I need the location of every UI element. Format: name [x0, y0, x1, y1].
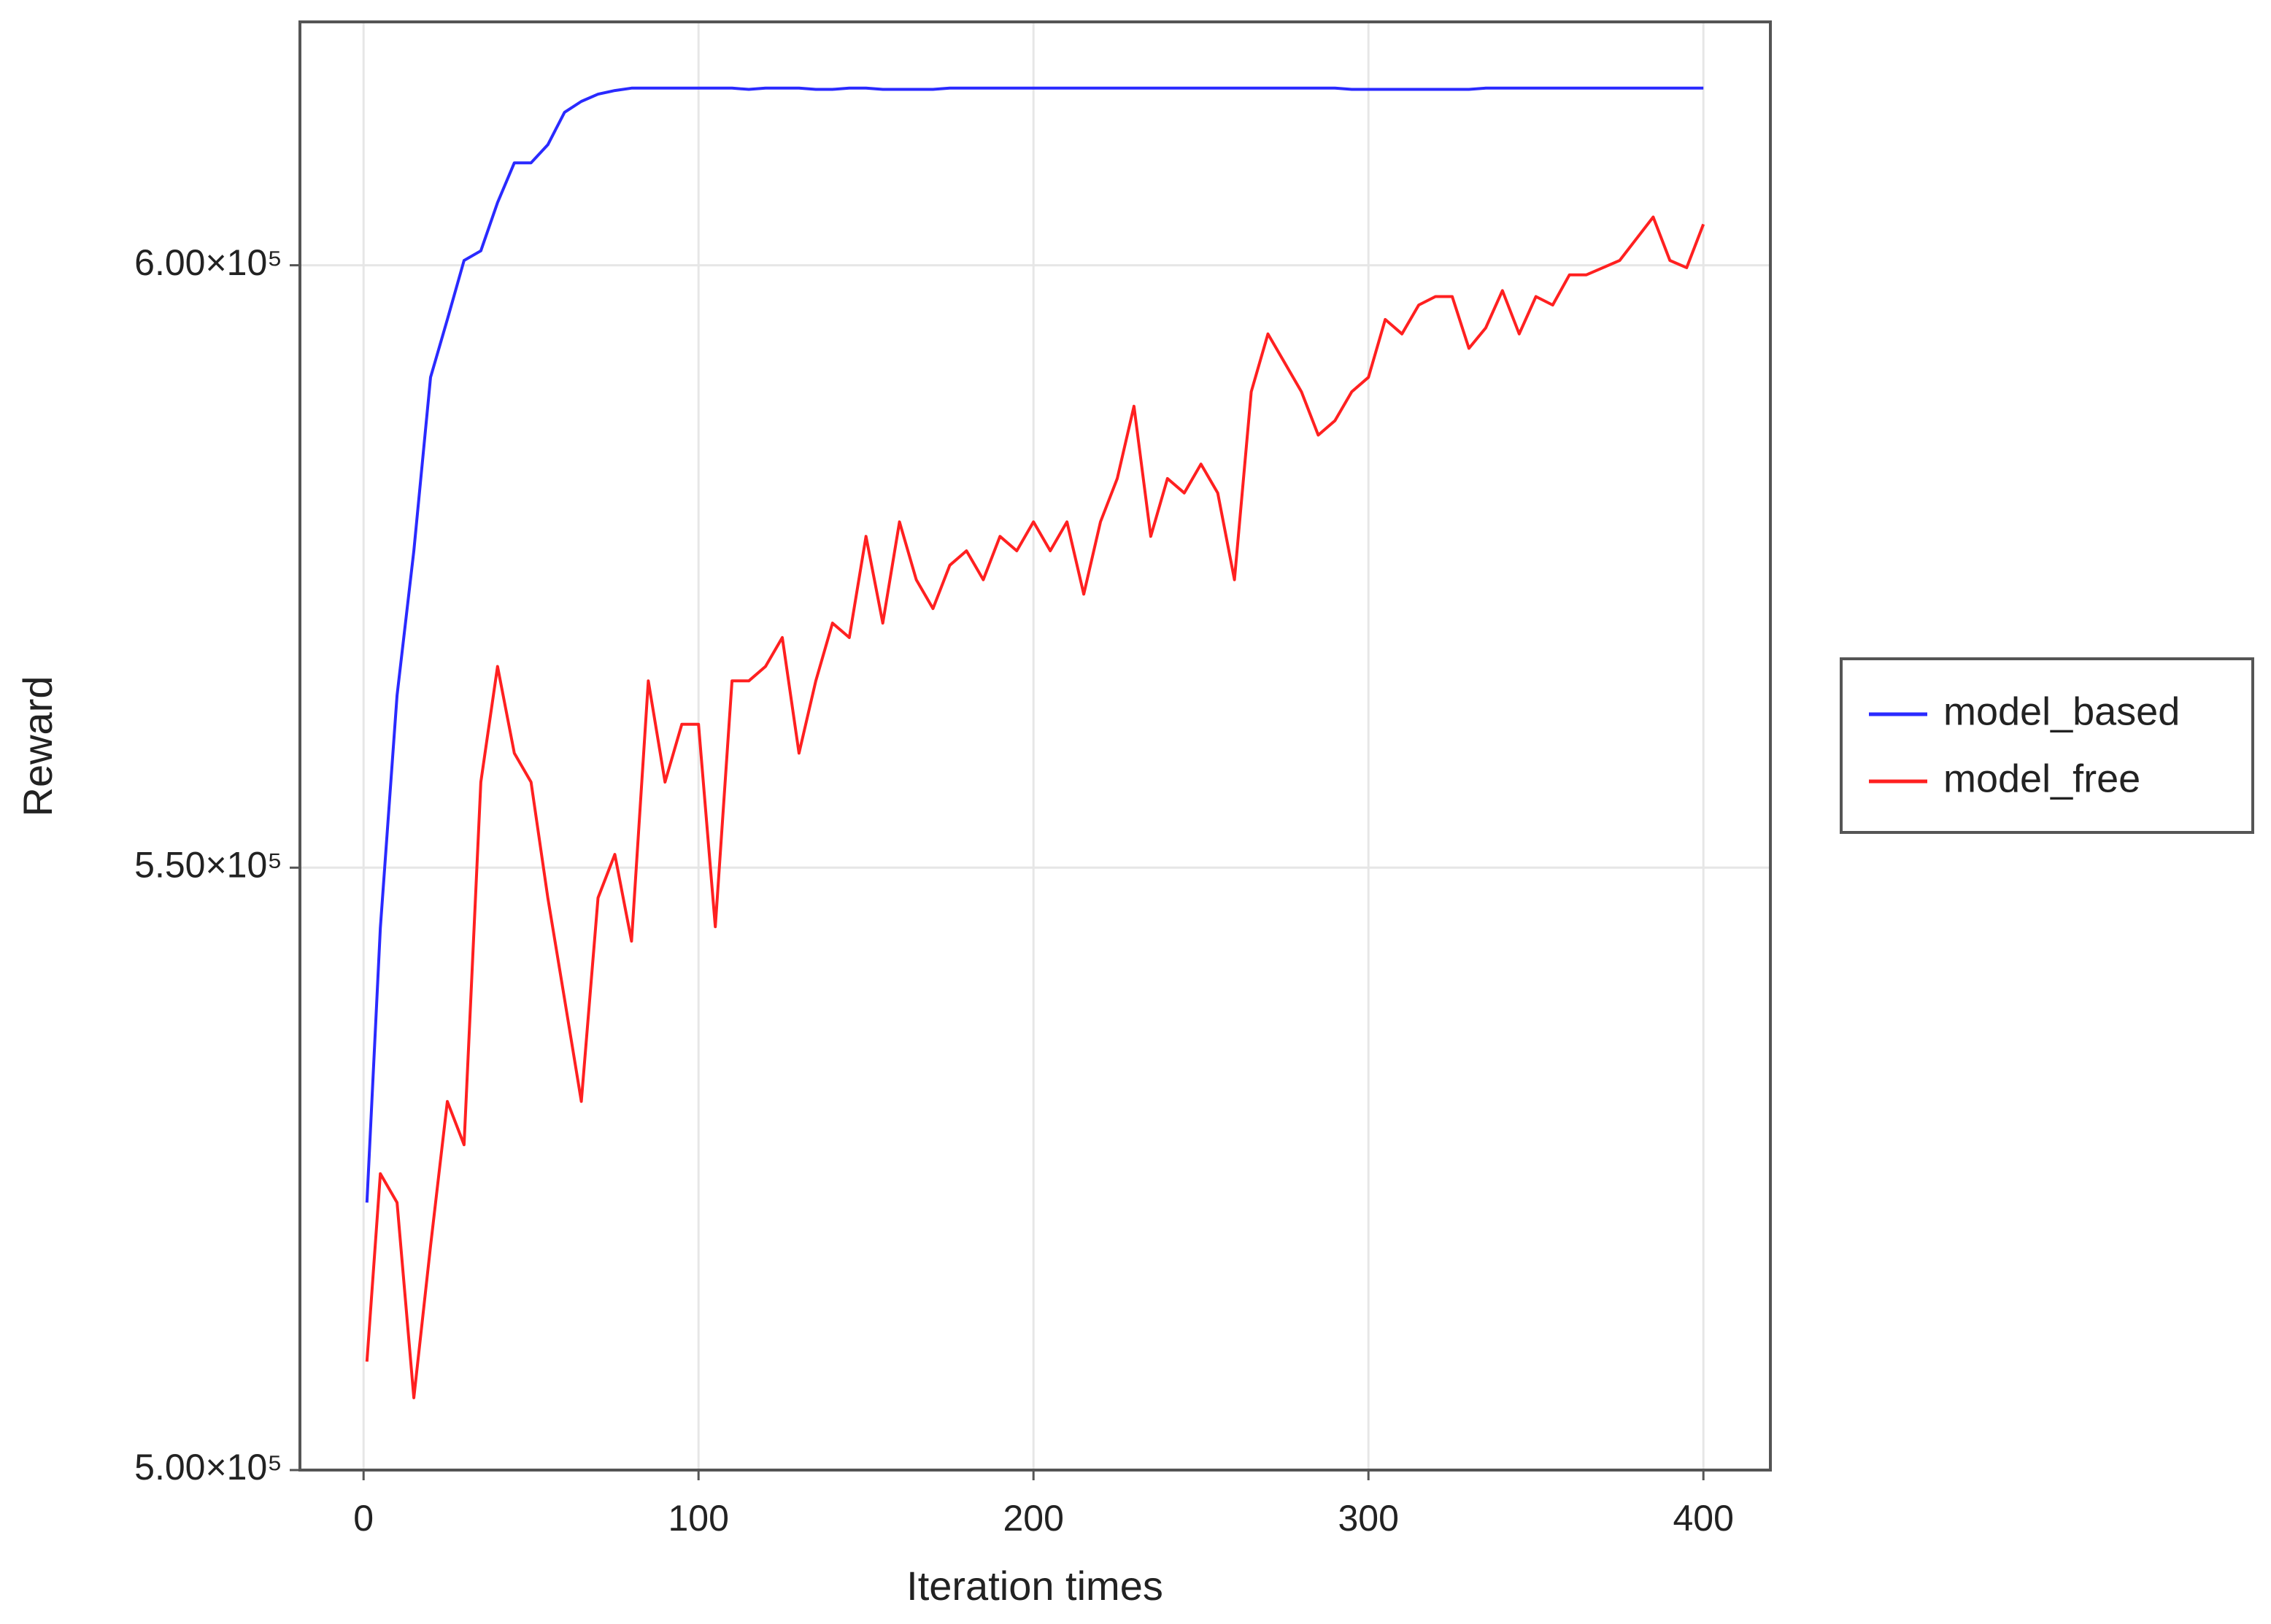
legend-label: model_based [1943, 689, 2180, 733]
line-series [365, 86, 1704, 1203]
plot-frame [298, 20, 1772, 1472]
x-axis-label: Iteration times [906, 1563, 1163, 1609]
x-tick-label: 300 [1338, 1498, 1398, 1539]
legend-box [1840, 657, 2254, 834]
x-tick-label: 200 [1003, 1498, 1063, 1539]
y-tick-label: 5.00×10⁵ [134, 1447, 282, 1488]
x-tick-label: 100 [668, 1498, 728, 1539]
x-tick-label: 400 [1673, 1498, 1733, 1539]
line-series [365, 215, 1705, 1399]
y-axis-label: Reward [15, 676, 61, 817]
legend-label: model_free [1943, 757, 2140, 800]
x-tick-label: 0 [353, 1498, 374, 1539]
y-tick-label: 5.50×10⁵ [134, 844, 282, 885]
y-tick-label: 6.00×10⁵ [134, 242, 282, 283]
